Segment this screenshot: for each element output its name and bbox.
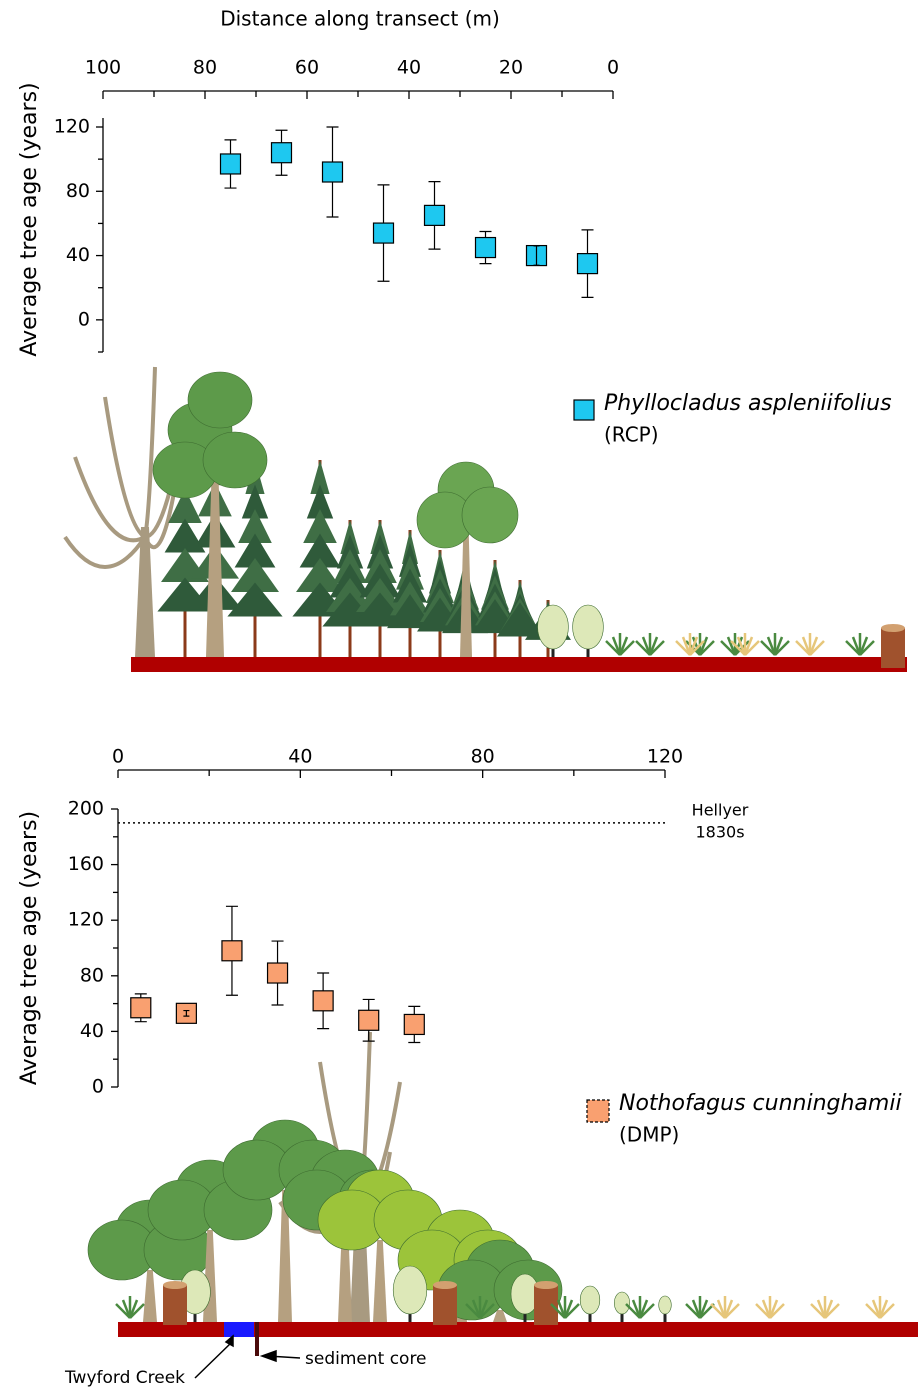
arrow bbox=[195, 1336, 233, 1378]
x-axis-title: Distance along transect (m) bbox=[220, 7, 500, 31]
y-tick-label: 160 bbox=[68, 853, 104, 875]
x-tick-label: 80 bbox=[471, 746, 495, 768]
x-tick-label: 60 bbox=[295, 57, 319, 79]
annotation: sediment core bbox=[305, 1349, 427, 1369]
marker bbox=[272, 143, 292, 163]
stump bbox=[163, 1285, 187, 1325]
marker bbox=[404, 1014, 424, 1034]
chart: 100 80 60 40 20 0 Distance along transect (m) 0… bbox=[17, 7, 892, 447]
vegetation-illustration bbox=[65, 367, 918, 1378]
foliage bbox=[573, 605, 604, 649]
x-tick-label: 100 bbox=[85, 57, 121, 79]
foliage bbox=[580, 1286, 600, 1314]
branch bbox=[145, 367, 155, 537]
foliage bbox=[188, 372, 252, 428]
x-tick-label: 0 bbox=[112, 746, 124, 768]
creek bbox=[224, 1322, 254, 1337]
trunk bbox=[373, 1240, 387, 1322]
legend-swatch bbox=[587, 1100, 609, 1122]
foliage bbox=[203, 432, 267, 488]
y-tick-label: 120 bbox=[54, 116, 90, 138]
marker bbox=[476, 238, 496, 258]
y-tick-label: 80 bbox=[80, 964, 104, 986]
legend-label: Nothofagus cunninghamii bbox=[619, 1091, 902, 1116]
marker bbox=[131, 998, 151, 1018]
ground bbox=[131, 657, 907, 672]
marker bbox=[578, 254, 598, 274]
core bbox=[255, 1322, 259, 1356]
marker bbox=[425, 205, 445, 225]
foliage bbox=[393, 1266, 427, 1314]
y-tick-label: 40 bbox=[80, 1020, 104, 1042]
foliage bbox=[538, 605, 569, 649]
marker bbox=[222, 941, 242, 961]
marker bbox=[313, 991, 333, 1011]
x-tick-label: 20 bbox=[499, 57, 523, 79]
marker bbox=[323, 162, 343, 182]
foliage bbox=[614, 1292, 629, 1314]
stump bbox=[534, 1281, 558, 1289]
y-tick-label: 40 bbox=[66, 244, 90, 266]
annotation: Twyford Creek bbox=[64, 1368, 185, 1388]
stump bbox=[534, 1285, 558, 1325]
branch bbox=[75, 457, 145, 540]
foliage bbox=[462, 487, 518, 543]
y-tick-label: 0 bbox=[78, 308, 90, 330]
x-tick-label: 40 bbox=[288, 746, 312, 768]
legend-code: (RCP) bbox=[604, 423, 659, 447]
marker bbox=[359, 1010, 379, 1030]
reference-label: Hellyer bbox=[692, 800, 749, 819]
stump bbox=[433, 1285, 457, 1325]
figure: 100806040200Distance along transect (m)0… bbox=[0, 0, 922, 1388]
x-tick-label: 80 bbox=[193, 57, 217, 79]
stump bbox=[163, 1281, 187, 1289]
y-tick-label: 80 bbox=[66, 180, 90, 202]
legend-code: (DMP) bbox=[619, 1123, 679, 1147]
arrow bbox=[262, 1351, 300, 1361]
foliage bbox=[659, 1296, 672, 1314]
y-tick-label: 120 bbox=[68, 909, 104, 931]
x-tick-label: 120 bbox=[647, 746, 683, 768]
y-axis-title: Average tree age (years) bbox=[17, 82, 42, 356]
x-tick-label: 0 bbox=[607, 57, 619, 79]
marker bbox=[374, 223, 394, 243]
legend-label: Phyllocladus aspleniifolius bbox=[604, 391, 892, 416]
trunk bbox=[143, 1270, 157, 1322]
y-tick-label: 0 bbox=[92, 1076, 104, 1098]
stump bbox=[433, 1281, 457, 1289]
x-tick-label: 40 bbox=[397, 57, 421, 79]
stump bbox=[881, 624, 905, 632]
branch bbox=[105, 397, 145, 537]
y-tick-label: 200 bbox=[68, 798, 104, 820]
legend-swatch bbox=[574, 400, 594, 420]
y-axis-title: Average tree age (years) bbox=[17, 811, 42, 1085]
marker bbox=[268, 963, 288, 983]
stump bbox=[881, 628, 905, 668]
marker bbox=[221, 154, 241, 174]
reference-label: 1830s bbox=[695, 822, 744, 841]
